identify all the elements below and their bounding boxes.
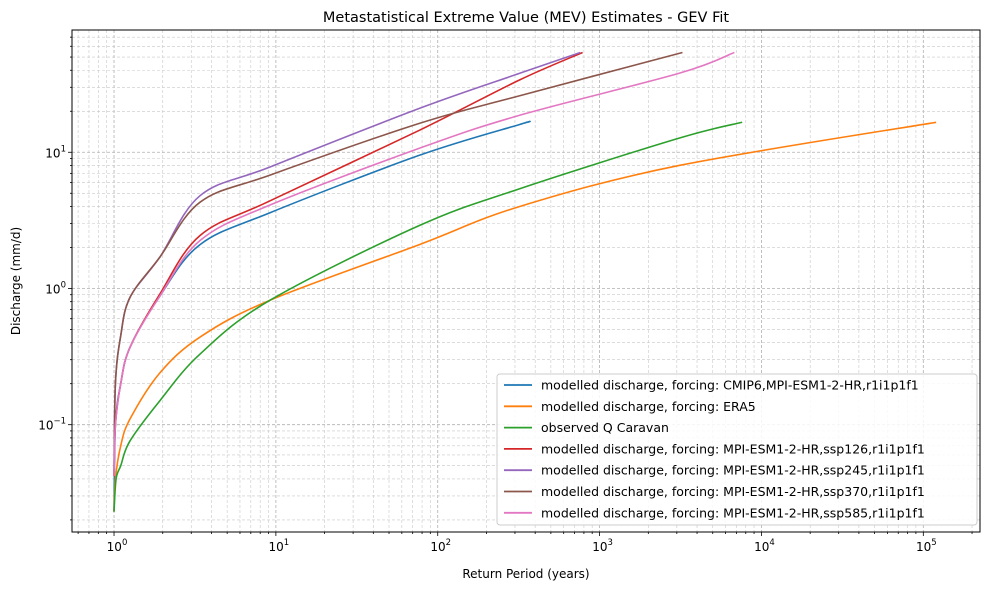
series-line-0 bbox=[113, 120, 531, 512]
tick-base: 10 bbox=[430, 540, 445, 554]
tick-base: 10 bbox=[45, 282, 60, 296]
legend: modelled discharge, forcing: CMIP6,MPI-E… bbox=[496, 373, 978, 526]
legend-label: modelled discharge, forcing: MPI-ESM1-2-… bbox=[541, 505, 925, 520]
legend-label: modelled discharge, forcing: MPI-ESM1-2-… bbox=[541, 441, 925, 456]
series-line-5 bbox=[113, 51, 683, 477]
x-tick-label: 100 bbox=[107, 538, 128, 554]
x-tick-label: 104 bbox=[754, 538, 775, 554]
tick-base: 10 bbox=[38, 419, 53, 433]
tick-base: 10 bbox=[45, 146, 60, 160]
y-axis-label: Discharge (mm/d) bbox=[9, 227, 23, 335]
tick-base: 10 bbox=[592, 540, 607, 554]
x-tick-label: 103 bbox=[592, 538, 613, 554]
y-tick-label: 100 bbox=[45, 280, 66, 296]
series-line-6 bbox=[113, 51, 735, 477]
x-tick-label: 101 bbox=[269, 538, 290, 554]
tick-exponent: 3 bbox=[608, 538, 613, 548]
x-axis-label: Return Period (years) bbox=[462, 567, 589, 581]
legend-label: modelled discharge, forcing: CMIP6,MPI-E… bbox=[541, 378, 919, 393]
plot-frame bbox=[71, 29, 981, 533]
tick-base: 10 bbox=[269, 540, 284, 554]
series-line-2 bbox=[113, 121, 743, 512]
tick-exponent: 1 bbox=[61, 144, 66, 154]
tick-exponent: 1 bbox=[284, 538, 289, 548]
tick-base: 10 bbox=[916, 540, 931, 554]
tick-base: 10 bbox=[754, 540, 769, 554]
legend-label: modelled discharge, forcing: ERA5 bbox=[541, 399, 756, 414]
chart-title: Metastatistical Extreme Value (MEV) Esti… bbox=[323, 10, 729, 26]
x-tick-label: 102 bbox=[430, 538, 451, 554]
legend-box bbox=[496, 373, 978, 526]
legend-label: modelled discharge, forcing: MPI-ESM1-2-… bbox=[541, 484, 925, 499]
x-tick-label: 105 bbox=[916, 538, 937, 554]
tick-exponent: 0 bbox=[122, 538, 127, 548]
tick-exponent: −1 bbox=[53, 417, 66, 427]
tick-base: 10 bbox=[107, 540, 122, 554]
legend-label: observed Q Caravan bbox=[541, 420, 669, 435]
y-tick-label: 10−1 bbox=[38, 417, 66, 433]
legend-label: modelled discharge, forcing: MPI-ESM1-2-… bbox=[541, 463, 925, 478]
series-layer bbox=[113, 51, 937, 512]
tick-exponent: 2 bbox=[446, 538, 451, 548]
tick-exponent: 0 bbox=[61, 280, 66, 290]
tick-exponent: 4 bbox=[769, 538, 774, 548]
y-tick-label: 101 bbox=[45, 144, 66, 160]
tick-exponent: 5 bbox=[931, 538, 936, 548]
